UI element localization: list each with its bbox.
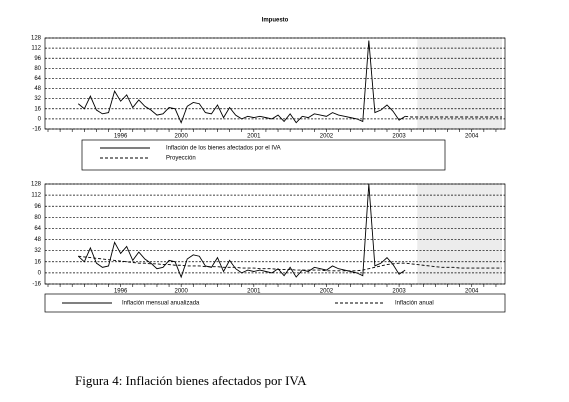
x-tick-label: 2001 xyxy=(247,134,261,140)
legend-box xyxy=(44,293,506,313)
legend-box xyxy=(81,139,446,171)
x-tick-label: 1996 xyxy=(114,134,128,140)
legend-label: Inflación de los bienes afectados por el… xyxy=(166,146,281,152)
plot-frame xyxy=(44,183,506,285)
y-tick-label: 48 xyxy=(34,237,41,243)
x-tick-label: 2003 xyxy=(392,289,406,295)
y-tick-label: 128 xyxy=(31,182,42,188)
x-tick-label: 2003 xyxy=(392,134,406,140)
x-tick-label: 2002 xyxy=(320,134,334,140)
data-line xyxy=(77,40,406,124)
y-tick-label: 0 xyxy=(38,116,42,122)
y-tick-label: 64 xyxy=(34,76,41,82)
y-tick-label: 32 xyxy=(34,248,41,254)
y-tick-label: 128 xyxy=(31,36,42,42)
shaded-region xyxy=(417,184,502,284)
x-tick-label: 2000 xyxy=(174,289,188,295)
plot-frame xyxy=(44,37,506,130)
data-line xyxy=(405,115,502,118)
shaded-region xyxy=(417,38,502,129)
y-tick-label: -16 xyxy=(32,282,41,288)
data-line xyxy=(77,183,406,279)
y-tick-label: -16 xyxy=(32,127,41,133)
y-tick-label: 80 xyxy=(34,215,41,221)
legend-label: Inflación mensual anualizada xyxy=(122,301,200,307)
legend-label: Proyección xyxy=(166,156,196,162)
x-tick-label: 1996 xyxy=(114,289,128,295)
caption: Figura 4: Inflación bienes afectados por… xyxy=(75,373,307,388)
y-tick-label: 96 xyxy=(34,56,41,62)
y-tick-label: 16 xyxy=(34,106,41,112)
x-tick-label: 2002 xyxy=(320,289,334,295)
chart-title: Impuesto xyxy=(262,18,289,24)
y-tick-label: 0 xyxy=(38,270,42,276)
y-tick-label: 112 xyxy=(31,46,41,52)
x-tick-label: 2004 xyxy=(465,134,479,140)
y-tick-label: 112 xyxy=(31,193,41,199)
legend-label: Inflación anual xyxy=(395,301,434,307)
y-tick-label: 16 xyxy=(34,259,41,265)
y-tick-label: 48 xyxy=(34,86,41,92)
y-tick-label: 96 xyxy=(34,204,41,210)
x-tick-label: 2004 xyxy=(465,289,479,295)
y-tick-label: 64 xyxy=(34,226,41,232)
x-tick-label: 2001 xyxy=(247,289,261,295)
y-tick-label: 80 xyxy=(34,66,41,72)
y-tick-label: 32 xyxy=(34,96,41,102)
x-tick-label: 2000 xyxy=(174,134,188,140)
data-line xyxy=(78,255,502,272)
